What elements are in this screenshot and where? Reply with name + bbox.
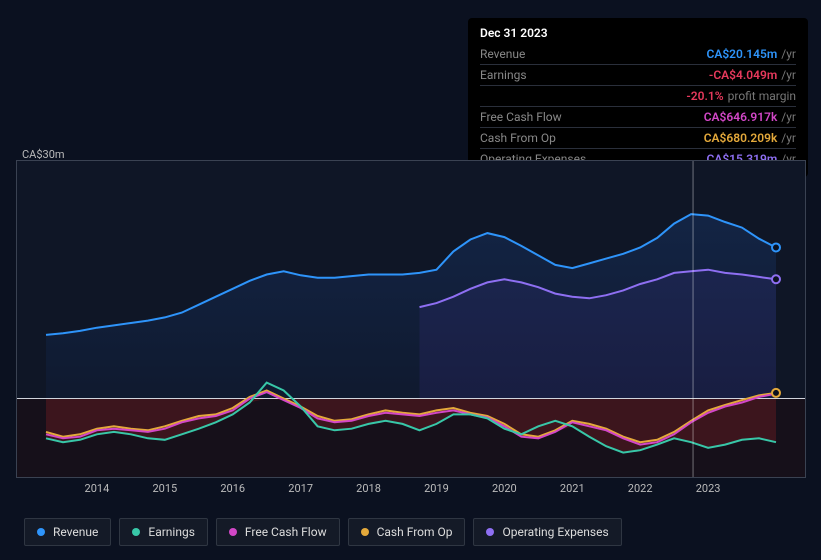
legend-item-revenue[interactable]: Revenue (24, 518, 111, 546)
x-axis-label: 2016 (220, 482, 245, 495)
x-axis-label: 2014 (85, 482, 110, 495)
tooltip-value: CA$680.209k/yr (635, 128, 796, 149)
tooltip-label: Free Cash Flow (480, 107, 635, 128)
tooltip-value: -20.1%profit margin (635, 86, 796, 107)
legend-label: Operating Expenses (502, 525, 608, 539)
x-axis-label: 2019 (424, 482, 449, 495)
legend: Revenue Earnings Free Cash Flow Cash From O… (24, 518, 622, 546)
legend-item-operating-expenses[interactable]: Operating Expenses (473, 518, 621, 546)
tooltip-label: Earnings (480, 65, 635, 86)
x-axis-label: 2015 (152, 482, 177, 495)
chart-plot[interactable] (16, 160, 806, 500)
legend-swatch (37, 528, 45, 536)
tooltip-date: Dec 31 2023 (480, 26, 796, 44)
legend-item-cash-from-op[interactable]: Cash From Op (348, 518, 466, 546)
tooltip-label: Revenue (480, 44, 635, 65)
legend-swatch (229, 528, 237, 536)
x-axis-label: 2017 (288, 482, 313, 495)
hover-tooltip: Dec 31 2023 RevenueCA$20.145m/yrEarnings… (468, 18, 808, 177)
legend-item-free-cash-flow[interactable]: Free Cash Flow (216, 518, 340, 546)
tooltip-value: CA$20.145m/yr (635, 44, 796, 65)
x-axis: 2014 2015 2016 2017 2018 2019 2020 2021 2022 2023 (16, 482, 806, 502)
tooltip-value: CA$646.917k/yr (635, 107, 796, 128)
legend-label: Revenue (53, 525, 98, 539)
tooltip-label: Cash From Op (480, 128, 635, 149)
x-axis-label: 2020 (492, 482, 517, 495)
tooltip-table: RevenueCA$20.145m/yrEarnings-CA$4.049m/y… (480, 44, 796, 169)
legend-label: Free Cash Flow (245, 525, 327, 539)
legend-swatch (132, 528, 140, 536)
legend-label: Earnings (148, 525, 195, 539)
x-axis-label: 2021 (560, 482, 585, 495)
legend-item-earnings[interactable]: Earnings (119, 518, 208, 546)
legend-swatch (361, 528, 369, 536)
x-axis-label: 2018 (356, 482, 381, 495)
x-axis-label: 2023 (696, 482, 721, 495)
tooltip-label (480, 86, 635, 107)
legend-swatch (486, 528, 494, 536)
tooltip-value: -CA$4.049m/yr (635, 65, 796, 86)
x-axis-label: 2022 (628, 482, 653, 495)
legend-label: Cash From Op (377, 525, 453, 539)
